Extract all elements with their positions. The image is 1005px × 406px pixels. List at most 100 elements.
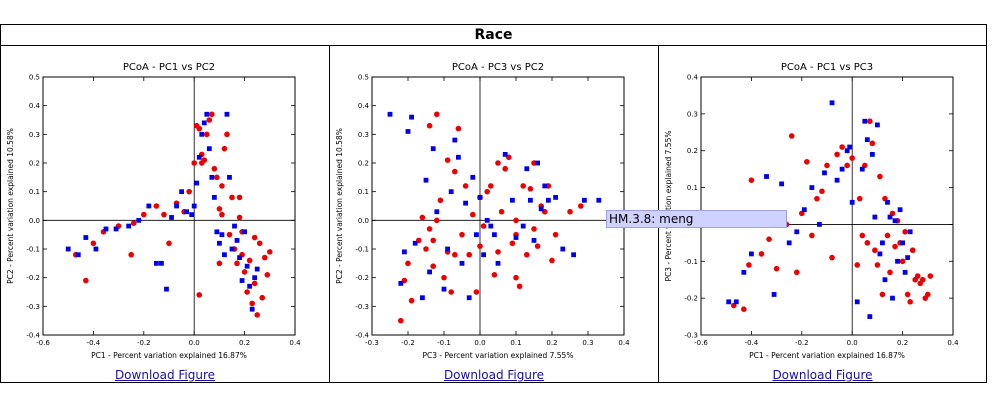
data-point-red [887,269,893,276]
chart-pc1-vs-pc2: PCoA - PC1 vs PC2-0.6 -0.4 -0.2 0.0 0.2 0.4-0… [6,62,301,360]
data-point-blue [113,226,119,232]
data-point-red [874,262,881,268]
data-point-blue [902,269,908,275]
download-figure-link[interactable]: Download Figure [772,368,873,382]
data-point-blue [234,238,240,243]
data-point-blue [571,252,576,258]
download-figure-link[interactable]: Download Figure [443,368,545,382]
data-point-red [441,274,447,281]
data-point-red [909,247,916,254]
y-axis-label: PC2 - Percent variation explained 10.58% [6,128,15,284]
race-figure-frame: Race PCoA - PC1 vs PC2 -0.6 -0.4 -0.2 0.0 0.2… [0,24,987,383]
data-point-red [834,151,840,158]
data-point-blue [222,252,227,258]
x-tick-label: -0.2 [795,339,809,347]
data-point-blue [885,199,890,205]
y-tick-label: 0.1 [29,188,40,196]
data-point-red [216,260,223,267]
data-point-blue [244,263,250,269]
data-point-red [437,197,444,204]
data-point-blue [409,114,414,120]
x-tick-label: -0.1 [437,339,451,347]
data-point-blue [867,314,873,319]
data-point-red [495,160,501,166]
x-tick-label: -0.2 [137,339,151,347]
data-point-blue [242,229,247,235]
data-point-blue [794,229,800,235]
y-tick-label: 0.1 [687,184,698,192]
data-point-blue [839,166,845,172]
data-point-blue [217,240,222,246]
data-point-blue [495,260,501,266]
data-point-red [531,226,537,232]
data-point-blue [822,170,827,176]
data-point-blue [513,235,519,240]
x-tick-label: 0.2 [897,339,908,347]
data-point-red [824,162,830,169]
x-tick-label: -0.6 [694,339,708,347]
data-point-red [229,194,235,201]
x-axis-label: PC1 - Percent variation explained 16.87% [91,351,247,360]
data-point-red [748,177,755,183]
plot-area [42,76,296,336]
data-point-red [264,272,271,278]
data-point-red [430,237,436,244]
data-point-red [216,206,223,212]
download-figure-link[interactable]: Download Figure [114,368,216,382]
data-point-red [484,188,490,195]
data-point-red [444,157,451,163]
chart-title: PCoA - PC3 vs PC2 [452,62,544,73]
y-tick-label: 0.3 [687,110,698,118]
y-tick-label: -0.3 [26,303,40,311]
data-point-red [130,220,137,226]
data-point-red [914,273,921,279]
data-point-red [869,140,876,147]
data-point-blue [817,222,822,227]
data-point-red [448,289,454,295]
data-point-red [405,260,411,267]
data-point-red [398,317,404,324]
x-tick-label: -0.6 [36,339,50,347]
y-tick-label: 0.2 [29,160,40,168]
chart-pc1-vs-pc3: PCoA - PC1 vs PC3 -0.6 -0.4 -0.2 0.0 0.2 0.4 -0… [664,62,959,360]
data-point-blue [103,226,109,232]
section-title: Race [1,25,986,46]
data-point-red [819,188,825,195]
y-tick-label: -0.1 [355,246,369,254]
data-point-blue [441,286,447,292]
data-point-red [256,240,263,247]
y-tick-label: -0.1 [26,246,40,254]
chart-pc3-vs-pc2: PCoA - PC3 vs PC2 -0.3 -0.2 -0.1 0.0 0.1 0.2 0.… [335,62,630,360]
data-point-blue [834,177,840,183]
data-point-blue [405,129,411,134]
data-point-blue [169,215,174,220]
data-point-blue [880,240,885,246]
data-point-red [809,232,815,239]
data-point-red [849,155,855,161]
data-point-blue [882,277,888,283]
x-tick-label: 0.0 [474,339,485,347]
data-point-red [488,183,494,189]
data-point-blue [895,258,900,264]
data-point-blue [733,299,739,305]
data-point-blue [136,217,142,223]
x-tick-label: 0.4 [947,339,959,347]
data-point-red [206,117,213,123]
data-point-red [758,251,765,257]
data-point-blue [456,154,461,160]
data-point-blue [219,232,225,238]
data-point-red [578,203,584,209]
data-point-red [452,251,458,258]
chart-title: PCoA - PC1 vs PC2 [123,62,215,73]
data-point-red [251,280,258,287]
data-point-red [527,186,534,192]
data-point-red [455,125,462,132]
y-tick-label: 0.2 [358,160,369,168]
data-point-blue [214,229,220,235]
data-point-red [161,211,167,218]
data-point-red [477,243,483,249]
data-point-red [261,254,268,261]
data-point-blue [75,252,81,258]
data-point-blue [809,185,815,190]
data-point-red [153,203,160,209]
